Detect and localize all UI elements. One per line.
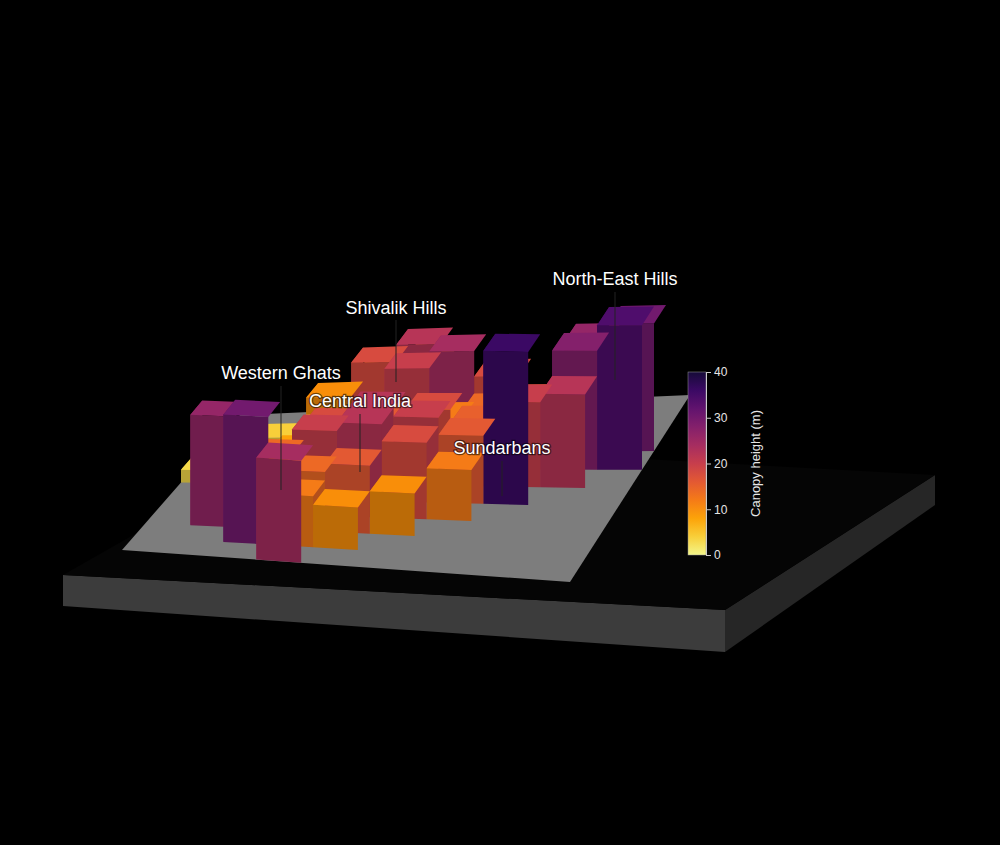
cell-top bbox=[597, 307, 654, 326]
cell-top bbox=[429, 334, 486, 351]
colorbar-tick: 20 bbox=[706, 457, 728, 471]
annotation: Shivalik Hills bbox=[345, 298, 446, 318]
annotation: Sundarbans bbox=[453, 438, 550, 458]
colorbar-tick-mark bbox=[706, 555, 711, 556]
cell-top bbox=[313, 489, 370, 507]
cell-top bbox=[256, 443, 313, 461]
colorbar-tick: 0 bbox=[706, 548, 721, 562]
colorbar-tick-label: 20 bbox=[714, 457, 728, 471]
leader-line bbox=[281, 386, 282, 490]
cell bbox=[256, 443, 313, 563]
colorbar-title: Canopy height (m) bbox=[748, 410, 763, 517]
annotation: Central India bbox=[309, 391, 412, 411]
colorbar-tick-mark bbox=[706, 372, 711, 373]
colorbar-tick: 10 bbox=[706, 503, 728, 517]
colorbar-axis: 0 10 20 30 40 bbox=[706, 365, 728, 562]
cell-front-face bbox=[427, 468, 472, 521]
cell-front-face bbox=[370, 491, 415, 536]
cell-top bbox=[292, 414, 349, 431]
annotations: Western Ghats Central India Shivalik Hills… bbox=[221, 269, 677, 496]
cell-top bbox=[439, 418, 496, 436]
cell bbox=[540, 376, 597, 488]
colorbar-tick-mark bbox=[706, 509, 711, 510]
cell-top bbox=[384, 352, 441, 369]
cell bbox=[313, 489, 370, 550]
cell-front-face bbox=[313, 505, 358, 550]
cell bbox=[597, 307, 654, 470]
chart: 0 10 20 30 40 Canopy height (m) Western Ghats C… bbox=[0, 0, 1000, 845]
leader-line bbox=[360, 414, 361, 472]
cell-front-face bbox=[597, 325, 642, 470]
colorbar-tick-mark bbox=[706, 464, 711, 465]
colorbar-tick-label: 40 bbox=[714, 365, 728, 379]
colorbar-tick-label: 0 bbox=[714, 548, 721, 562]
leader-line bbox=[396, 320, 397, 382]
colorbar-tick: 40 bbox=[706, 365, 728, 379]
cell-top bbox=[223, 400, 280, 417]
leader-line bbox=[615, 292, 616, 380]
colorbar bbox=[688, 372, 706, 555]
annotation: North-East Hills bbox=[552, 269, 677, 289]
cell-front-face bbox=[256, 458, 301, 563]
cell bbox=[427, 452, 484, 521]
cell-front-face bbox=[483, 351, 528, 505]
colorbar-tick-mark bbox=[706, 418, 711, 419]
colorbar-axis-line bbox=[707, 373, 712, 556]
annotation: Western Ghats bbox=[221, 363, 341, 383]
colorbar-tick: 30 bbox=[706, 411, 728, 425]
cell-top bbox=[382, 425, 439, 443]
leader-line bbox=[502, 461, 503, 496]
colorbar-tick-label: 10 bbox=[714, 503, 728, 517]
cell-top bbox=[552, 333, 609, 351]
cell-top bbox=[483, 334, 540, 352]
terrain bbox=[181, 305, 666, 563]
colorbar-tick-label: 30 bbox=[714, 411, 728, 425]
cell-top bbox=[370, 475, 427, 493]
cell bbox=[370, 475, 427, 536]
